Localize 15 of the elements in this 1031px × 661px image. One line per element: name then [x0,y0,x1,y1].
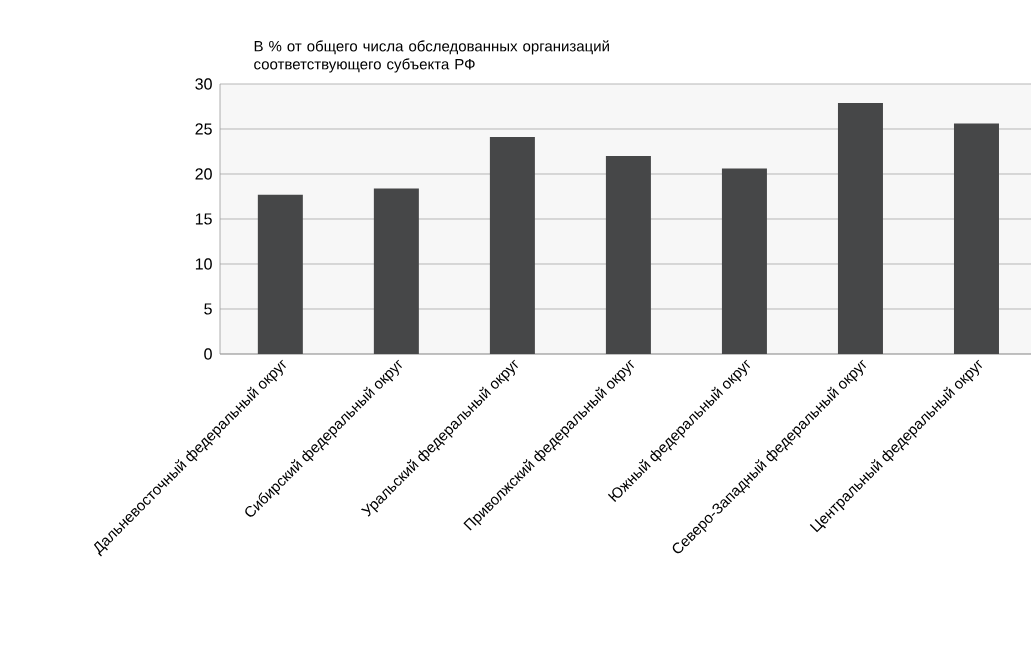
bar [953,123,999,354]
y-tick-label: 0 [204,348,212,360]
y-tick-label: 20 [195,168,212,180]
y-tick-label: 15 [195,213,212,225]
bar [257,194,303,354]
y-axis-title: В % от общего числа обследованных организаций соответствующего субъекта РФ [254,40,609,73]
bar [837,102,883,354]
bar [373,188,419,354]
y-tick-label: 5 [204,303,212,315]
bar [721,168,767,354]
y-tick-label: 30 [195,78,212,90]
y-tick-label: 25 [195,123,212,135]
bar [605,155,651,354]
bar [489,137,535,354]
y-tick-label: 10 [195,258,212,270]
